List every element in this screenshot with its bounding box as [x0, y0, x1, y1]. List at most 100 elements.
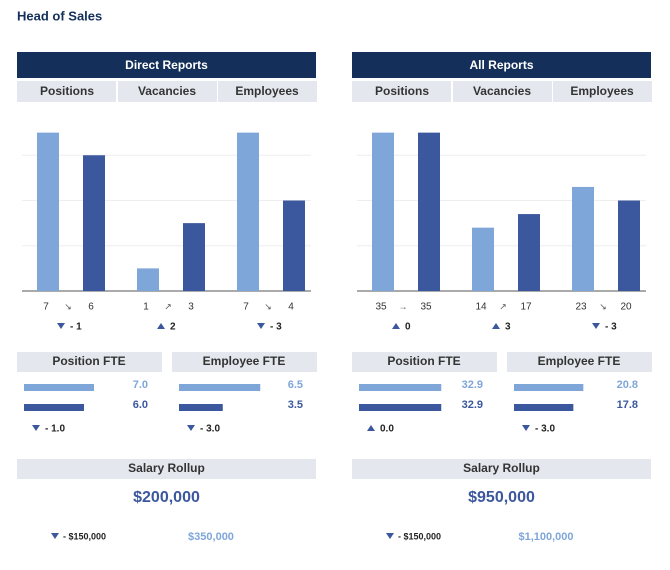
bar: [137, 268, 159, 291]
salary-title: Salary Rollup: [128, 461, 205, 475]
bar: [472, 227, 494, 291]
trend-triangle: [392, 323, 400, 329]
panel-header: [352, 52, 651, 78]
fte-change-label: - 3.0: [200, 424, 220, 435]
trend-arrow: ↗: [164, 301, 172, 311]
fte-bar: [179, 384, 261, 391]
fte-value-label: 32.9: [462, 399, 483, 411]
fte-change-label: 0.0: [380, 424, 394, 435]
change-label: - 3: [270, 322, 282, 333]
column-header: [118, 81, 217, 102]
panel-header: [17, 52, 316, 78]
bar: [83, 155, 105, 291]
salary-total: $200,000: [133, 489, 200, 506]
bar-value-label: 1: [143, 302, 149, 313]
column-header: [352, 81, 451, 102]
trend-triangle: [57, 323, 65, 329]
column-title: Positions: [375, 84, 429, 98]
column-header: [453, 81, 552, 102]
trend-arrow: ↘: [599, 301, 607, 311]
column-header: [553, 81, 652, 102]
fte-title: Employee FTE: [538, 354, 621, 368]
fte-value-label: 6.5: [288, 379, 303, 391]
bar-value-label: 3: [188, 302, 194, 313]
bar: [518, 214, 540, 291]
fte-bar: [359, 384, 442, 391]
fte-title: Employee FTE: [203, 354, 286, 368]
salary-total: $950,000: [468, 489, 535, 506]
change-label: 3: [505, 322, 511, 333]
column-header: [218, 81, 317, 102]
bar: [372, 132, 394, 291]
salary-title: Salary Rollup: [463, 461, 540, 475]
change-label: - 1: [70, 322, 82, 333]
bar-value-label: 6: [88, 302, 94, 313]
fte-bar: [24, 384, 94, 391]
bar: [183, 223, 205, 291]
trend-triangle: [367, 425, 375, 431]
fte-header: [352, 352, 497, 372]
fte-bar: [514, 384, 584, 391]
salary-header: [352, 459, 651, 479]
trend-triangle: [187, 425, 195, 431]
column-title: Employees: [235, 84, 299, 98]
salary-change: - $150,000: [63, 531, 106, 541]
salary-header: [17, 459, 316, 479]
bar: [237, 132, 259, 291]
trend-triangle: [592, 323, 600, 329]
fte-title: Position FTE: [387, 354, 460, 368]
fte-bar: [514, 404, 574, 411]
fte-value-label: 32.9: [462, 379, 483, 391]
fte-value-label: 17.8: [617, 399, 638, 411]
trend-triangle: [157, 323, 165, 329]
change-label: 0: [405, 322, 411, 333]
fte-change-label: - 1.0: [45, 424, 65, 435]
trend-triangle: [522, 425, 530, 431]
bar: [418, 132, 440, 291]
column-header: [17, 81, 116, 102]
page-title: Head of Sales: [17, 8, 102, 23]
fte-value-label: 3.5: [288, 399, 303, 411]
fte-header: [172, 352, 317, 372]
fte-header: [17, 352, 162, 372]
fte-title: Position FTE: [52, 354, 125, 368]
fte-bar: [359, 404, 442, 411]
trend-triangle: [386, 533, 394, 539]
fte-bar: [179, 404, 223, 411]
bar-value-label: 23: [575, 302, 587, 313]
salary-target: $350,000: [188, 531, 234, 543]
panel-title: All Reports: [469, 58, 533, 72]
trend-arrow: →: [399, 301, 408, 311]
column-title: Vacancies: [473, 84, 531, 98]
panel-title: Direct Reports: [125, 58, 208, 72]
bar-value-label: 4: [288, 302, 294, 313]
change-label: 2: [170, 322, 176, 333]
fte-bar: [24, 404, 84, 411]
column-title: Positions: [40, 84, 94, 98]
bar: [618, 200, 640, 291]
salary-change: - $150,000: [398, 531, 441, 541]
trend-arrow: ↘: [64, 301, 72, 311]
bar-value-label: 17: [520, 302, 532, 313]
change-label: - 3: [605, 322, 617, 333]
bar-value-label: 7: [243, 302, 249, 313]
fte-change-label: - 3.0: [535, 424, 555, 435]
trend-triangle: [257, 323, 265, 329]
bar: [283, 200, 305, 291]
bar-value-label: 7: [43, 302, 49, 313]
bar: [37, 132, 59, 291]
trend-arrow: ↗: [499, 301, 507, 311]
trend-triangle: [51, 533, 59, 539]
fte-value-label: 20.8: [617, 379, 638, 391]
trend-triangle: [492, 323, 500, 329]
trend-triangle: [32, 425, 40, 431]
column-title: Vacancies: [138, 84, 196, 98]
salary-target: $1,100,000: [518, 531, 573, 543]
bar-value-label: 14: [475, 302, 487, 313]
bar-value-label: 35: [420, 302, 432, 313]
bar-value-label: 20: [620, 302, 632, 313]
fte-value-label: 7.0: [133, 379, 148, 391]
bar: [572, 186, 594, 291]
fte-value-label: 6.0: [133, 399, 148, 411]
fte-header: [507, 352, 652, 372]
